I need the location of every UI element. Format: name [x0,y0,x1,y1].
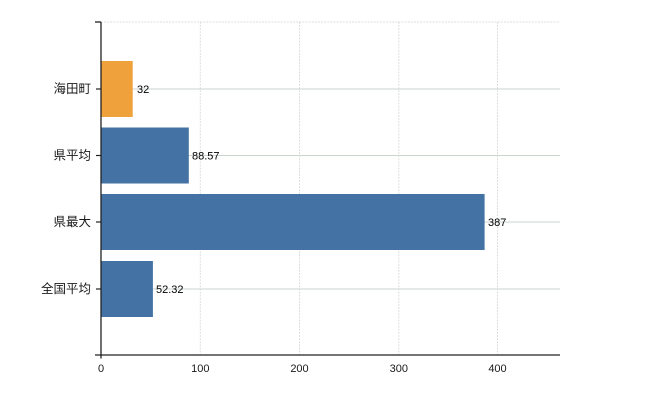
svg-text:52.32: 52.32 [156,284,184,296]
svg-text:県最大: 県最大 [53,215,91,229]
svg-text:32: 32 [137,84,149,96]
svg-text:387: 387 [488,217,506,229]
svg-text:400: 400 [488,363,506,375]
svg-text:88.57: 88.57 [192,151,220,163]
svg-text:海田町: 海田町 [53,81,91,96]
svg-text:100: 100 [191,363,209,375]
svg-text:全国平均: 全国平均 [41,281,91,296]
svg-text:200: 200 [290,363,308,375]
svg-text:0: 0 [98,363,104,375]
svg-text:県平均: 県平均 [53,149,91,163]
svg-text:300: 300 [390,363,408,375]
